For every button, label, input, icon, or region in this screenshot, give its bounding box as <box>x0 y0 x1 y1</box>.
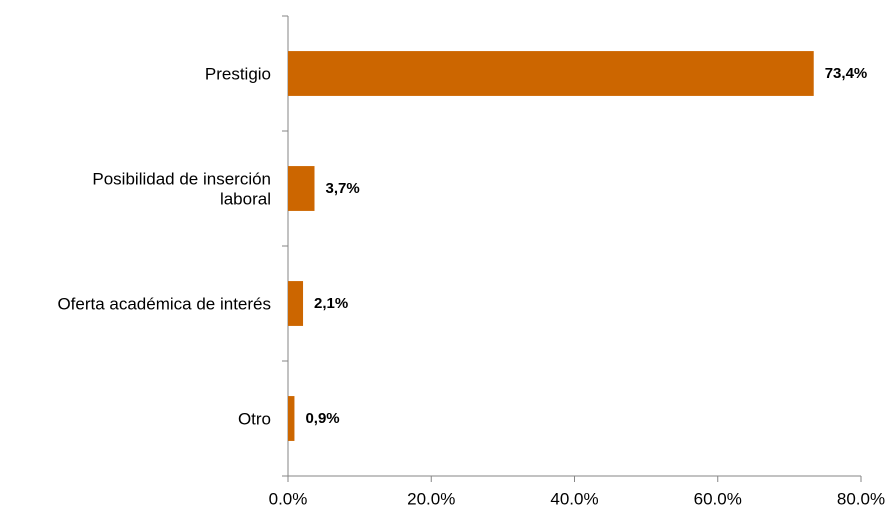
data-label-0: 73,4% <box>825 65 868 82</box>
data-label-1: 3,7% <box>326 180 360 197</box>
category-label-line: Otro <box>238 409 271 428</box>
bar-2 <box>288 281 304 326</box>
data-label-2: 2,1% <box>314 295 348 312</box>
category-label-3: Otro <box>238 409 271 428</box>
category-labels: Prestigio Posibilidad de inserción laboral… <box>57 64 271 428</box>
bars <box>288 51 814 441</box>
x-tick-label-3: 60.0% <box>694 490 742 509</box>
category-label-1: Posibilidad de inserción laboral <box>92 169 271 208</box>
bar-3 <box>288 396 295 441</box>
x-axis-ticks: 0.0% 20.0% 40.0% 60.0% 80.0% <box>269 476 885 509</box>
bar-0 <box>288 51 814 96</box>
category-label-line: Prestigio <box>205 64 271 83</box>
x-tick-label-2: 40.0% <box>550 490 598 509</box>
category-label-line: Oferta académica de interés <box>57 294 271 313</box>
x-tick-label-1: 20.0% <box>407 490 455 509</box>
category-label-line: Posibilidad de inserción <box>92 169 271 188</box>
bar-1 <box>288 166 315 211</box>
category-label-0: Prestigio <box>205 64 271 83</box>
data-label-3: 0,9% <box>305 410 339 427</box>
data-labels: 73,4% 3,7% 2,1% 0,9% <box>305 65 867 427</box>
category-label-line: laboral <box>220 189 271 208</box>
x-tick-label-4: 80.0% <box>837 490 885 509</box>
category-label-2: Oferta académica de interés <box>57 294 271 313</box>
x-tick-label-0: 0.0% <box>269 490 308 509</box>
